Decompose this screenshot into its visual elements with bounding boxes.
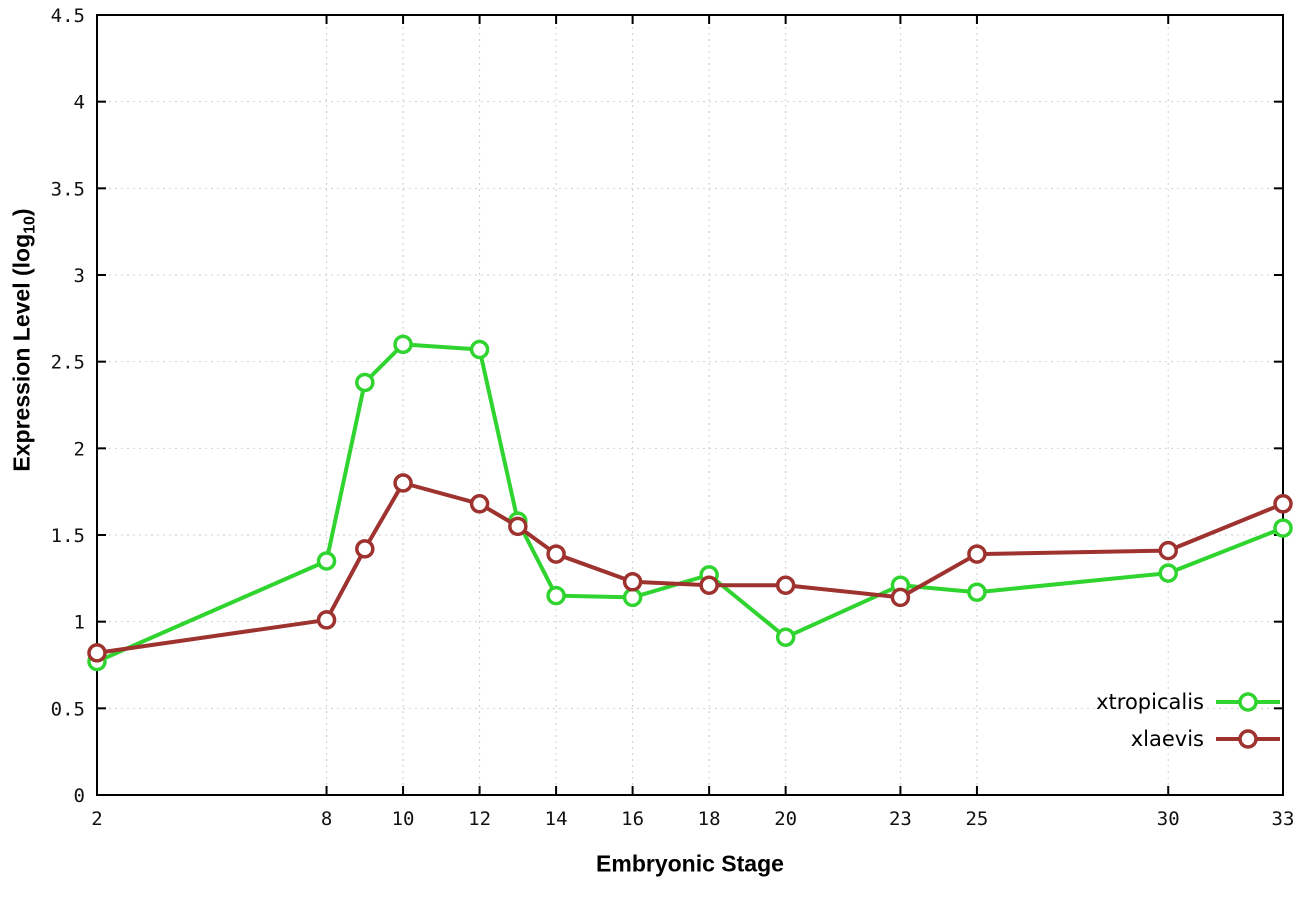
data-point-xlaevis	[355, 539, 375, 559]
data-point-xlaevis	[775, 575, 796, 596]
x-tick-label: 23	[889, 808, 912, 830]
data-point-xlaevis	[469, 494, 490, 514]
data-point-xtropicalis	[1158, 563, 1178, 583]
data-point-xlaevis	[508, 516, 528, 537]
x-tick-label: 16	[621, 808, 644, 830]
legend-item-xlaevis: xlaevis	[1096, 720, 1282, 757]
x-tick-label: 30	[1157, 808, 1180, 830]
y-axis-title-subscript: 10	[21, 216, 39, 234]
y-tick-label: 0	[74, 785, 85, 807]
data-point-xlaevis	[316, 610, 337, 630]
x-tick-label: 12	[468, 808, 491, 830]
x-tick-label: 2	[91, 808, 102, 830]
x-axis-title: Embryonic Stage	[596, 850, 784, 877]
data-point-xlaevis	[1273, 494, 1293, 514]
legend-label: xtropicalis	[1096, 689, 1204, 714]
data-point-xtropicalis	[393, 334, 413, 355]
data-point-xlaevis	[1158, 540, 1178, 561]
series-line-xtropicalis	[95, 342, 1285, 664]
x-tick-label: 33	[1272, 808, 1295, 830]
y-tick-label: 1.5	[51, 525, 85, 547]
data-point-xtropicalis	[775, 627, 796, 648]
data-point-xtropicalis	[967, 582, 987, 602]
series-line-xlaevis	[95, 481, 1285, 655]
data-point-xlaevis	[546, 544, 566, 564]
y-axis-title: Expression Level (log10)	[9, 208, 40, 471]
data-point-xlaevis	[699, 575, 719, 596]
x-tick-label: 18	[698, 808, 721, 830]
data-point-xtropicalis	[316, 551, 337, 571]
legend-item-xtropicalis: xtropicalis	[1096, 683, 1282, 720]
y-tick-label: 3	[74, 265, 85, 287]
y-axis-title-close: )	[8, 208, 35, 217]
y-axis-title-text: Expression Level (log	[8, 233, 35, 472]
legend-sample-line-icon	[1216, 691, 1280, 712]
data-point-xlaevis	[393, 473, 413, 493]
y-tick-label: 3.5	[51, 178, 85, 200]
legend: xtropicalis xlaevis	[1096, 683, 1282, 757]
x-tick-label: 25	[965, 808, 988, 830]
x-tick-label: 20	[774, 808, 797, 830]
legend-label: xlaevis	[1130, 726, 1204, 751]
y-tick-label: 4	[74, 92, 85, 114]
y-tick-label: 1	[74, 612, 85, 634]
data-point-xlaevis	[967, 544, 987, 564]
data-point-xlaevis	[890, 587, 911, 608]
data-point-xtropicalis	[469, 339, 490, 360]
plot-border	[96, 14, 1284, 796]
data-point-xtropicalis	[622, 587, 643, 608]
y-tick-label: 2.5	[51, 352, 85, 374]
data-point-xtropicalis	[546, 585, 566, 606]
data-point-xlaevis	[87, 643, 107, 663]
x-tick-label: 14	[545, 808, 568, 830]
y-tick-label: 2	[74, 438, 85, 460]
data-point-xtropicalis	[1273, 518, 1293, 538]
data-point-xtropicalis	[355, 372, 375, 393]
x-tick-label: 10	[392, 808, 415, 830]
y-tick-label: 4.5	[51, 5, 85, 27]
legend-sample-line-icon	[1216, 728, 1280, 749]
y-tick-label: 0.5	[51, 698, 85, 720]
data-point-xlaevis	[622, 572, 643, 592]
x-tick-label: 8	[321, 808, 332, 830]
